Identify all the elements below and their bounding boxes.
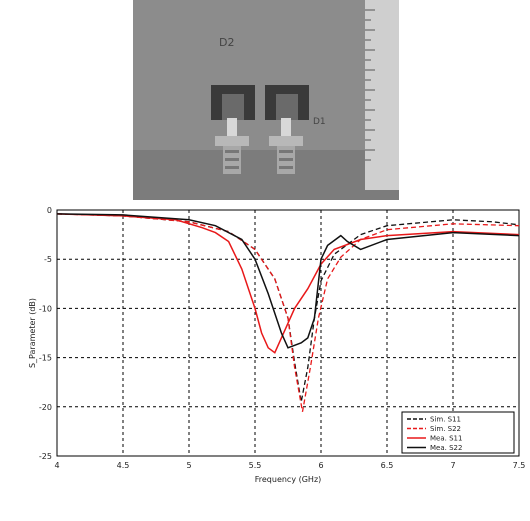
x-tick-label: 7 [450,461,455,470]
x-tick-label: 5 [186,461,191,470]
x-axis-label: Frequency (GHz) [255,475,322,484]
legend-label: Sim. S22 [430,425,461,433]
x-tick-label: 7.5 [513,461,526,470]
series-line-mea-s11 [56,213,520,354]
board-shadow [133,150,399,200]
y-tick-label: -10 [39,304,52,313]
y-tick-label: -15 [39,354,52,363]
y-tick-label: -5 [44,255,52,264]
y-tick-label: -20 [39,403,52,412]
legend-label: Sim. S11 [430,416,461,424]
x-tick-label: 5.5 [249,461,262,470]
board-marking-d1: D1 [313,117,326,127]
board-marking-d2: D2 [219,36,234,49]
antenna-left [211,85,255,174]
y-axis-ticks: 0 -5 -10 -15 -20 -25 [39,206,52,461]
y-axis-label: S_Parameter (dB) [28,298,37,368]
plot-area [56,209,520,457]
legend-label: Mea. S22 [430,444,462,452]
x-tick-label: 4.5 [117,461,130,470]
series-line-sim-s11 [56,213,520,403]
series-line-sim-s22 [56,213,520,412]
x-tick-label: 6.5 [381,461,394,470]
x-axis-ticks: 4 4.5 5 5.5 6 6.5 7 7.5 [54,461,525,470]
series-line-mea-s22 [56,213,520,349]
x-tick-label: 6 [318,461,323,470]
y-tick-label: 0 [47,206,52,215]
ruler-ticks [365,9,375,161]
legend-label: Mea. S11 [430,435,462,443]
series-lines [56,213,520,412]
ruler [365,0,399,190]
y-tick-label: -25 [39,452,52,461]
antenna-photo: D2 D1 [133,0,399,200]
antenna-right [265,85,309,174]
s-parameter-chart: 4 4.5 5 5.5 6 6.5 7 7.5 0 -5 -10 -15 -20 -25 Frequen… [28,206,525,484]
x-tick-label: 4 [54,461,59,470]
